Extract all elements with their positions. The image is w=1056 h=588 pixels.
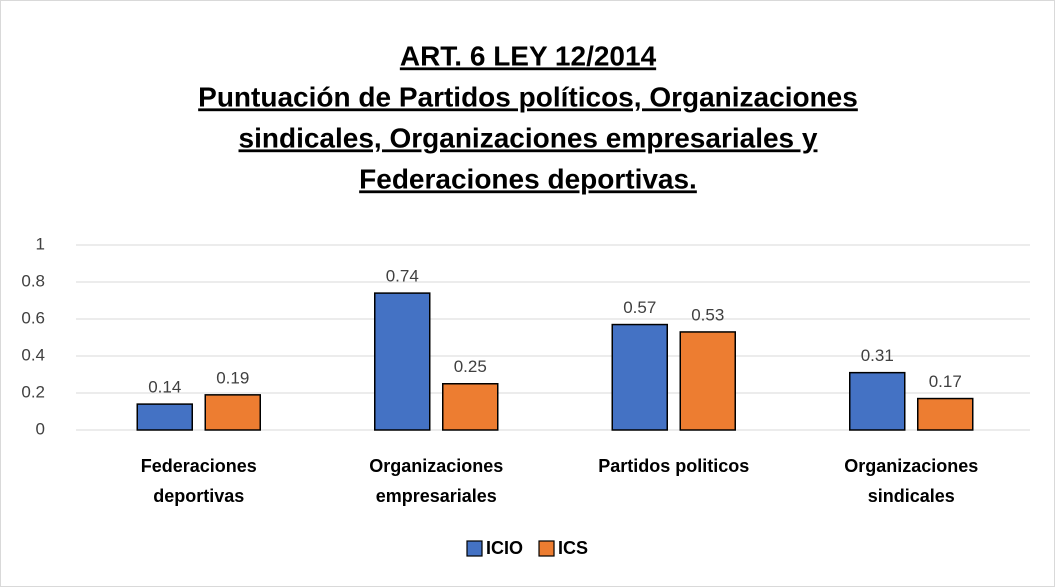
y-tick-label: 0.8	[21, 271, 45, 290]
bar	[442, 383, 499, 431]
x-tick-label: sindicales	[868, 486, 955, 506]
data-label: 0.74	[386, 267, 419, 286]
legend-swatch	[538, 540, 555, 557]
y-tick-label: 0	[36, 419, 45, 438]
legend-label: ICS	[558, 538, 588, 558]
bar	[374, 292, 431, 431]
bar	[136, 403, 193, 431]
data-label: 0.31	[861, 346, 894, 365]
chart-title: Puntuación de Partidos políticos, Organi…	[198, 81, 858, 112]
legend-swatch	[466, 540, 483, 557]
bar	[849, 371, 906, 431]
y-tick-label: 0.6	[21, 308, 45, 327]
x-tick-label: empresariales	[376, 486, 497, 506]
data-label: 0.14	[148, 378, 181, 397]
legend-label: ICIO	[486, 538, 523, 558]
bar	[679, 331, 736, 431]
data-label: 0.19	[216, 368, 249, 387]
x-tick-label: Organizaciones	[844, 456, 978, 476]
bar	[917, 397, 974, 431]
chart-title: sindicales, Organizaciones empresariales…	[239, 122, 818, 153]
data-label: 0.57	[623, 298, 656, 317]
bar	[204, 394, 261, 431]
x-tick-label: Organizaciones	[369, 456, 503, 476]
data-label: 0.17	[929, 372, 962, 391]
x-tick-label: Federaciones	[141, 456, 257, 476]
chart-title: Federaciones deportivas.	[359, 163, 697, 194]
y-tick-label: 0.2	[21, 382, 45, 401]
x-tick-label: deportivas	[153, 486, 244, 506]
chart-title: ART. 6 LEY 12/2014	[400, 40, 657, 71]
data-label: 0.25	[454, 357, 487, 376]
y-tick-label: 0.4	[21, 345, 45, 364]
data-label: 0.53	[691, 305, 724, 324]
y-tick-label: 1	[36, 234, 45, 253]
bar	[611, 323, 668, 431]
x-tick-label: Partidos politicos	[598, 456, 749, 476]
